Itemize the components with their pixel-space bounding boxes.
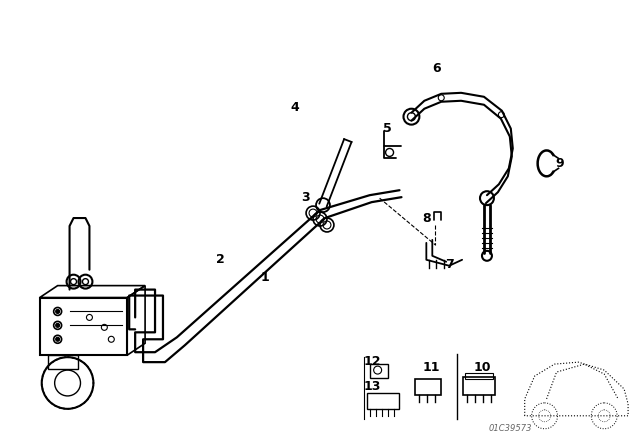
Text: 01C39573: 01C39573 — [489, 424, 532, 433]
Circle shape — [70, 279, 77, 284]
Text: 9: 9 — [556, 157, 564, 170]
Bar — [465, 373, 493, 379]
Text: 10: 10 — [473, 361, 491, 374]
Text: 11: 11 — [422, 361, 440, 374]
Circle shape — [83, 279, 88, 284]
Text: 2: 2 — [216, 253, 225, 266]
Text: 12: 12 — [364, 355, 381, 368]
Circle shape — [56, 337, 60, 341]
Text: 8: 8 — [422, 211, 431, 224]
Circle shape — [56, 310, 60, 314]
Text: 1: 1 — [261, 271, 269, 284]
Text: 6: 6 — [432, 62, 440, 75]
Bar — [367, 393, 399, 409]
Text: 5: 5 — [383, 122, 392, 135]
Bar — [370, 364, 388, 378]
Circle shape — [56, 323, 60, 327]
Bar — [48, 355, 77, 369]
Text: 4: 4 — [291, 101, 300, 114]
Bar — [463, 377, 495, 395]
Bar — [415, 379, 441, 395]
Text: 13: 13 — [364, 380, 381, 393]
Text: 3: 3 — [301, 191, 309, 204]
Text: 7: 7 — [445, 258, 454, 271]
Bar — [40, 297, 127, 355]
